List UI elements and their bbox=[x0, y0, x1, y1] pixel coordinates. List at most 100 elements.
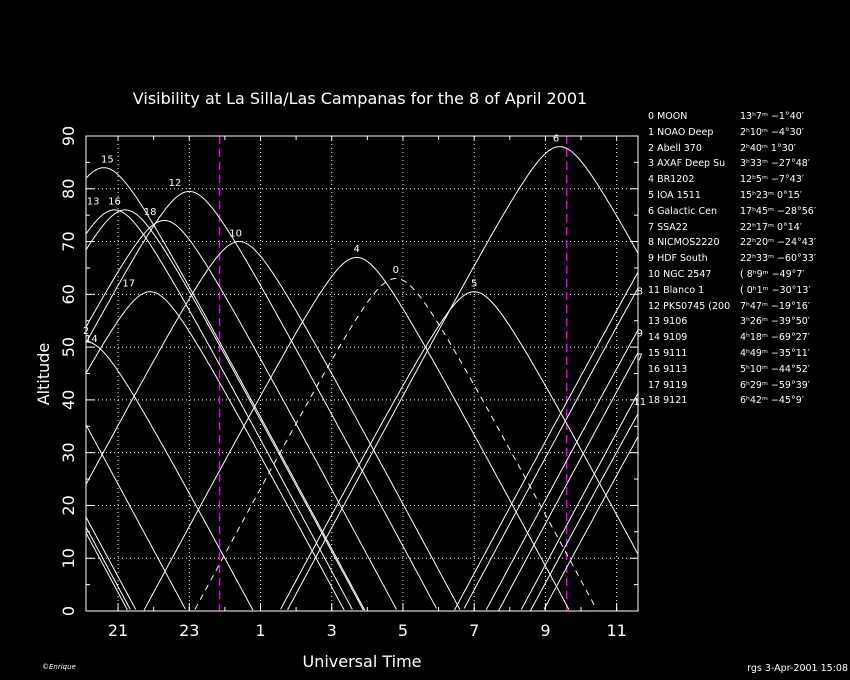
altitude-curve-6 bbox=[287, 146, 639, 611]
altitude-curve-13 bbox=[85, 209, 364, 611]
curve-label: 13 bbox=[87, 197, 100, 208]
legend-target-name: 13 9106 bbox=[648, 316, 688, 328]
y-tick-label: 40 bbox=[59, 390, 78, 410]
legend-target-name: 9 HDF South bbox=[648, 253, 708, 265]
legend-target-coords: 22ʰ20ᵐ −24°43′ bbox=[740, 237, 816, 249]
legend-target-coords: 3ʰ26ᵐ −39°50′ bbox=[740, 316, 810, 328]
legend-target-name: 0 MOON bbox=[648, 111, 688, 122]
legend-target-coords: 12ʰ5ᵐ −7°43′ bbox=[740, 174, 804, 186]
legend-item: 18 9121 6ʰ42ᵐ −45°9′ bbox=[648, 393, 848, 409]
legend-item: 6 Galactic Cen 17ʰ45ᵐ −28°56′ bbox=[648, 204, 848, 220]
legend-item: 7 SSA22 22ʰ17ᵐ 0°14′ bbox=[648, 220, 848, 236]
y-tick-label: 20 bbox=[59, 495, 78, 515]
y-tick-label: 50 bbox=[59, 337, 78, 357]
legend-target-name: 12 PKS0745 (200 bbox=[648, 300, 731, 312]
legend-item: 8 NICMOS2220 22ʰ20ᵐ −24°43′ bbox=[648, 235, 848, 251]
legend-target-name: 17 9119 bbox=[648, 379, 688, 391]
legend-item: 17 9119 6ʰ29ᵐ −59°39′ bbox=[648, 378, 848, 394]
legend-target-name: 2 Abell 370 bbox=[648, 142, 702, 154]
plot-frame bbox=[85, 135, 639, 612]
curve-labels: 045610121817151613321489711 bbox=[83, 133, 646, 408]
y-tick-label: 10 bbox=[59, 548, 78, 568]
legend-target-name: 5 IOA 1511 bbox=[648, 189, 701, 201]
legend-target-coords: 2ʰ40ᵐ 1°30′ bbox=[740, 142, 796, 154]
curve-label: 10 bbox=[229, 228, 242, 239]
grid bbox=[86, 136, 638, 611]
chart-title: Visibility at La Silla/Las Campanas for … bbox=[133, 89, 587, 108]
curve-label: 15 bbox=[101, 154, 114, 165]
legend-target-name: 16 9113 bbox=[648, 363, 688, 375]
legend-item: 9 HDF South 22ʰ33ᵐ −60°33′ bbox=[648, 251, 848, 267]
legend-item: 15 9111 4ʰ49ᵐ −35°11′ bbox=[648, 346, 848, 362]
footer-credit: ©Enrique bbox=[42, 663, 76, 671]
legend-target-name: 11 Blanco 1 bbox=[648, 284, 705, 296]
legend-target-coords: 15ʰ23ᵐ 0°15′ bbox=[740, 189, 802, 201]
legend-item: 14 9109 4ʰ18ᵐ −69°27′ bbox=[648, 330, 848, 346]
twilight-lines bbox=[218, 136, 568, 611]
y-tick-label: 90 bbox=[59, 126, 78, 146]
curve-label: 6 bbox=[553, 133, 559, 144]
legend-target-coords: ( 0ʰ1ᵐ −30°13′ bbox=[740, 284, 811, 296]
curve-label: 5 bbox=[471, 278, 477, 289]
altitude-curve-0 bbox=[194, 278, 598, 610]
y-axis-label: Altitude bbox=[34, 343, 53, 406]
curve-label: 11 bbox=[633, 397, 646, 408]
altitude-curve-15 bbox=[85, 167, 366, 611]
curve-label: 14 bbox=[85, 334, 98, 345]
legend-target-coords: 17ʰ45ᵐ −28°56′ bbox=[740, 205, 816, 217]
altitude-curve-8 bbox=[85, 287, 639, 610]
altitude-curves bbox=[85, 146, 639, 612]
curve-label: 18 bbox=[144, 207, 157, 218]
legend-item: 4 BR1202 12ʰ5ᵐ −7°43′ bbox=[648, 172, 848, 188]
curve-label: 17 bbox=[122, 278, 135, 289]
legend-target-coords: 6ʰ42ᵐ −45°9′ bbox=[740, 395, 804, 407]
altitude-curve-12 bbox=[85, 190, 437, 609]
legend-item: 13 9106 3ʰ26ᵐ −39°50′ bbox=[648, 314, 848, 330]
footer-timestamp: rgs 3-Apr-2001 15:08 bbox=[747, 663, 848, 674]
legend-item: 12 PKS0745 (200 7ʰ47ᵐ −19°16′ bbox=[648, 299, 848, 315]
curve-label: 2 bbox=[83, 326, 89, 337]
altitude-curve-18 bbox=[85, 219, 397, 610]
altitude-curve-14 bbox=[85, 341, 254, 611]
altitude-curve-17 bbox=[85, 291, 345, 611]
altitude-curve-2 bbox=[543, 436, 639, 610]
legend-target-coords: 5ʰ10ᵐ −44°52′ bbox=[740, 363, 810, 375]
altitude-curve-10 bbox=[85, 241, 461, 610]
curve-label: 4 bbox=[353, 244, 359, 255]
x-tick-label: 23 bbox=[179, 621, 199, 640]
legend-item: 0 MOON 13ʰ7ᵐ −1°40′ bbox=[648, 109, 848, 125]
x-tick-label: 21 bbox=[108, 621, 128, 640]
legend-item: 5 IOA 1511 15ʰ23ᵐ 0°15′ bbox=[648, 188, 848, 204]
x-axis-label: Universal Time bbox=[302, 652, 421, 671]
x-tick-label: 1 bbox=[255, 621, 265, 640]
legend-target-name: 18 9121 bbox=[648, 395, 688, 407]
legend-target-coords: 7ʰ47ᵐ −19°16′ bbox=[740, 300, 810, 312]
legend-target-name: 8 NICMOS2220 bbox=[648, 237, 720, 249]
curve-label: 0 bbox=[393, 265, 399, 276]
legend-target-coords: 22ʰ33ᵐ −60°33′ bbox=[740, 253, 816, 265]
altitude-curve-5 bbox=[280, 291, 639, 610]
altitude-curve-7 bbox=[529, 413, 639, 612]
y-tick-label: 80 bbox=[59, 179, 78, 199]
legend-item: 10 NGC 2547 ( 8ʰ9ᵐ −49°7′ bbox=[648, 267, 848, 283]
legend-target-coords: 4ʰ49ᵐ −35°11′ bbox=[740, 347, 810, 359]
legend-item: 16 9113 5ʰ10ᵐ −44°52′ bbox=[648, 362, 848, 378]
legend-target-coords: 6ʰ29ᵐ −59°39′ bbox=[740, 379, 810, 391]
x-tick-label: 5 bbox=[398, 621, 408, 640]
x-tick-label: 3 bbox=[327, 621, 337, 640]
altitude-curve-1 bbox=[85, 271, 639, 611]
curve-label: 9 bbox=[637, 329, 643, 340]
altitude-curve-16 bbox=[85, 209, 353, 610]
legend-target-name: 3 AXAF Deep Su bbox=[648, 158, 726, 170]
legend-target-name: 6 Galactic Cen bbox=[648, 205, 718, 217]
legend-target-name: 15 9111 bbox=[648, 347, 688, 359]
curve-label: 8 bbox=[637, 286, 643, 297]
legend-item: 3 AXAF Deep Su 3ʰ33ᵐ −27°48′ bbox=[648, 156, 848, 172]
legend-target-coords: 22ʰ17ᵐ 0°14′ bbox=[740, 221, 802, 233]
x-tick-label: 11 bbox=[606, 621, 626, 640]
y-tick-label: 0 bbox=[59, 606, 78, 616]
legend-target-coords: 13ʰ7ᵐ −1°40′ bbox=[740, 111, 804, 122]
altitude-curve-4 bbox=[143, 256, 570, 611]
